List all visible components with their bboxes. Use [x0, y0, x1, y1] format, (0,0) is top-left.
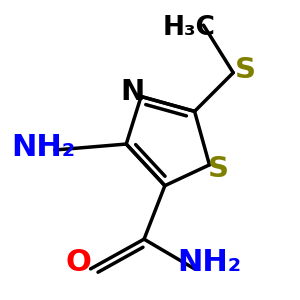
Text: S: S: [208, 155, 229, 183]
Text: NH₂: NH₂: [177, 248, 242, 278]
Text: NH₂: NH₂: [11, 133, 75, 161]
Text: H₃C: H₃C: [162, 15, 215, 41]
Text: O: O: [66, 248, 92, 278]
Text: N: N: [120, 78, 144, 106]
Text: S: S: [235, 56, 256, 84]
